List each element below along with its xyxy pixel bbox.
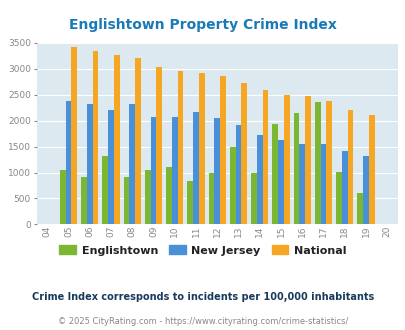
- Bar: [177, 71, 183, 224]
- Bar: [156, 67, 162, 224]
- Text: Englishtown Property Crime Index: Englishtown Property Crime Index: [69, 18, 336, 32]
- Bar: [314, 102, 320, 224]
- Bar: [123, 177, 129, 224]
- Bar: [81, 177, 87, 224]
- Bar: [166, 167, 171, 224]
- Text: Crime Index corresponds to incidents per 100,000 inhabitants: Crime Index corresponds to incidents per…: [32, 292, 373, 302]
- Bar: [293, 113, 298, 224]
- Bar: [235, 125, 241, 224]
- Bar: [326, 102, 331, 224]
- Bar: [208, 173, 214, 224]
- Bar: [277, 140, 283, 224]
- Bar: [187, 182, 193, 224]
- Bar: [87, 104, 92, 224]
- Bar: [135, 58, 141, 224]
- Bar: [356, 193, 362, 224]
- Bar: [65, 102, 71, 224]
- Bar: [283, 95, 289, 224]
- Bar: [368, 115, 374, 224]
- Bar: [362, 156, 368, 224]
- Bar: [298, 144, 304, 224]
- Bar: [71, 47, 77, 224]
- Bar: [102, 156, 108, 224]
- Bar: [262, 90, 268, 224]
- Bar: [256, 135, 262, 224]
- Bar: [272, 124, 277, 224]
- Bar: [60, 170, 65, 224]
- Bar: [150, 117, 156, 224]
- Bar: [129, 104, 135, 224]
- Bar: [198, 74, 204, 224]
- Bar: [193, 113, 198, 224]
- Bar: [251, 173, 256, 224]
- Bar: [241, 83, 247, 224]
- Text: © 2025 CityRating.com - https://www.cityrating.com/crime-statistics/: © 2025 CityRating.com - https://www.city…: [58, 317, 347, 326]
- Bar: [220, 76, 225, 224]
- Bar: [341, 151, 347, 224]
- Bar: [304, 96, 310, 224]
- Bar: [320, 144, 326, 224]
- Legend: Englishtown, New Jersey, National: Englishtown, New Jersey, National: [55, 241, 350, 260]
- Bar: [229, 147, 235, 224]
- Bar: [92, 51, 98, 224]
- Bar: [113, 55, 119, 224]
- Bar: [145, 170, 150, 224]
- Bar: [335, 172, 341, 224]
- Bar: [171, 117, 177, 224]
- Bar: [108, 110, 113, 224]
- Bar: [214, 118, 220, 224]
- Bar: [347, 110, 352, 224]
